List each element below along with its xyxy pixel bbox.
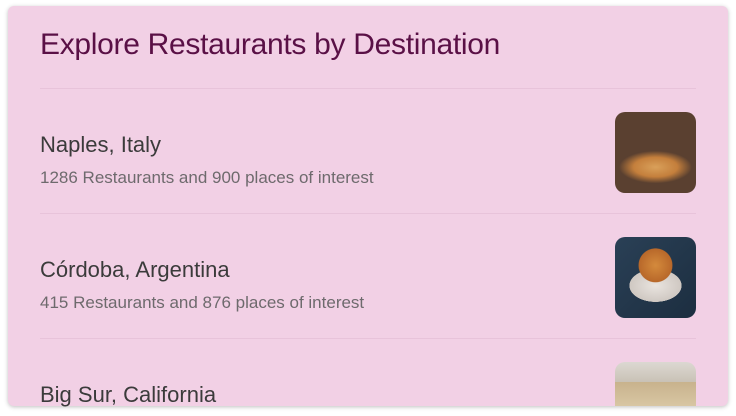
burger-image	[615, 237, 696, 318]
destinations-card: Explore Restaurants by Destination Naple…	[8, 6, 728, 407]
divider	[40, 213, 696, 214]
destination-name: Big Sur, California	[40, 382, 217, 407]
list-item[interactable]: Córdoba, Argentina 415 Restaurants and 8…	[40, 237, 696, 361]
list-item[interactable]: Big Sur, California	[40, 362, 696, 407]
destination-description: 1286 Restaurants and 900 places of inter…	[40, 168, 374, 187]
tent-image	[615, 362, 696, 406]
divider	[40, 88, 696, 89]
divider	[40, 338, 696, 339]
destination-name: Córdoba, Argentina	[40, 257, 230, 282]
list-item[interactable]: Naples, Italy 1286 Restaurants and 900 p…	[40, 112, 696, 236]
destination-description: 415 Restaurants and 876 places of intere…	[40, 293, 365, 312]
pizza-image	[615, 112, 696, 193]
page-title: Explore Restaurants by Destination	[40, 28, 501, 61]
destination-name: Naples, Italy	[40, 132, 162, 157]
